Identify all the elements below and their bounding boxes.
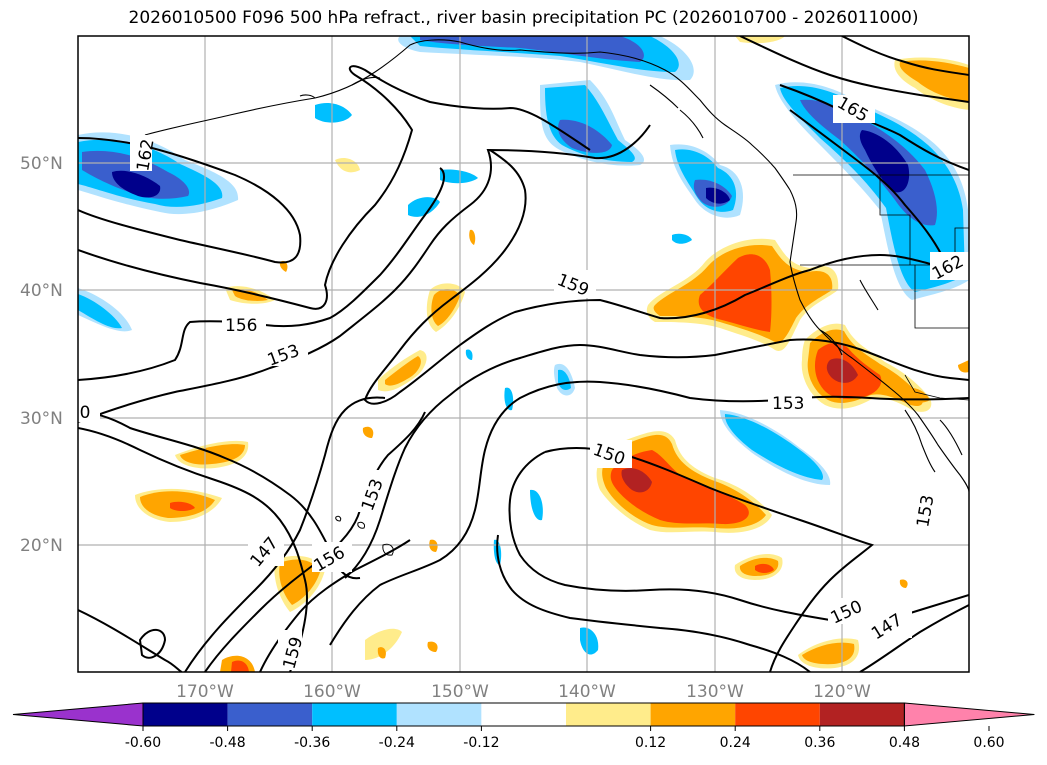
- colorbar-segment: [650, 703, 736, 726]
- colorbar-tick-label: -0.36: [294, 735, 330, 751]
- lon-label-160w: 160°W: [303, 682, 361, 702]
- colorbar-segment: [396, 703, 482, 726]
- lon-label-150w: 150°W: [431, 682, 489, 702]
- refractivity-contours: [78, 36, 969, 672]
- lon-label-120w: 120°W: [813, 682, 871, 702]
- colorbar-segment: [566, 703, 651, 726]
- colorbar-tick-label: -0.48: [209, 735, 245, 751]
- lon-label-140w: 140°W: [558, 682, 616, 702]
- map-title: 2026010500 F096 500 hPa refract., river …: [128, 8, 919, 28]
- colorbar-outline: [142, 702, 905, 727]
- colorbar-tick-label: -0.12: [463, 735, 499, 751]
- negative-anomaly-shading: [78, 36, 969, 655]
- colorbar-segment: [735, 703, 820, 726]
- colorbar-tick-label: 0.36: [804, 735, 835, 751]
- map-frame: [77, 35, 970, 673]
- colorbar-extend-high: [903, 702, 1035, 727]
- contour-label: 150: [58, 403, 90, 423]
- lon-label-170w: 170°W: [176, 682, 234, 702]
- coastlines: [144, 39, 969, 493]
- lat-label-20n: 20°N: [20, 536, 63, 556]
- longitude-labels: 170°W 160°W 150°W 140°W 130°W 120°W: [176, 682, 871, 702]
- colorbar-segment: [143, 703, 228, 726]
- lat-label-30n: 30°N: [20, 409, 63, 429]
- latitude-labels: 50°N 40°N 30°N 20°N: [20, 154, 63, 556]
- colorbar: -0.60 -0.48 -0.36 -0.24 -0.12 0.12 0.24 0.36 0.4…: [12, 702, 1035, 751]
- colorbar-tick-label: 0.24: [720, 735, 751, 751]
- colorbar-segment: [227, 703, 313, 726]
- lat-label-50n: 50°N: [20, 154, 63, 174]
- colorbar-segment: [481, 703, 566, 726]
- colorbar-segment: [819, 703, 905, 726]
- colorbar-tick-label: 0.12: [635, 735, 666, 751]
- colorbar-tick-label: 0.60: [973, 735, 1004, 751]
- colorbar-tick-label: 0.48: [889, 735, 920, 751]
- islands: [138, 515, 394, 659]
- map-area: 162 156 153 159 153 150 153 147 156 159 …: [58, 36, 969, 672]
- contour-label: 156: [225, 316, 257, 336]
- colorbar-tick-label: -0.24: [379, 735, 415, 751]
- contour-labels: 162 156 153 159 153 150 153 147 156 159 …: [58, 93, 969, 671]
- colorbar-extend-low: [12, 702, 144, 727]
- lat-label-40n: 40°N: [20, 281, 63, 301]
- lon-label-130w: 130°W: [686, 682, 744, 702]
- colorbar-segment: [312, 703, 397, 726]
- borders: [793, 174, 969, 401]
- colorbar-tick-label: -0.60: [125, 735, 161, 751]
- contour-label: 153: [772, 394, 804, 414]
